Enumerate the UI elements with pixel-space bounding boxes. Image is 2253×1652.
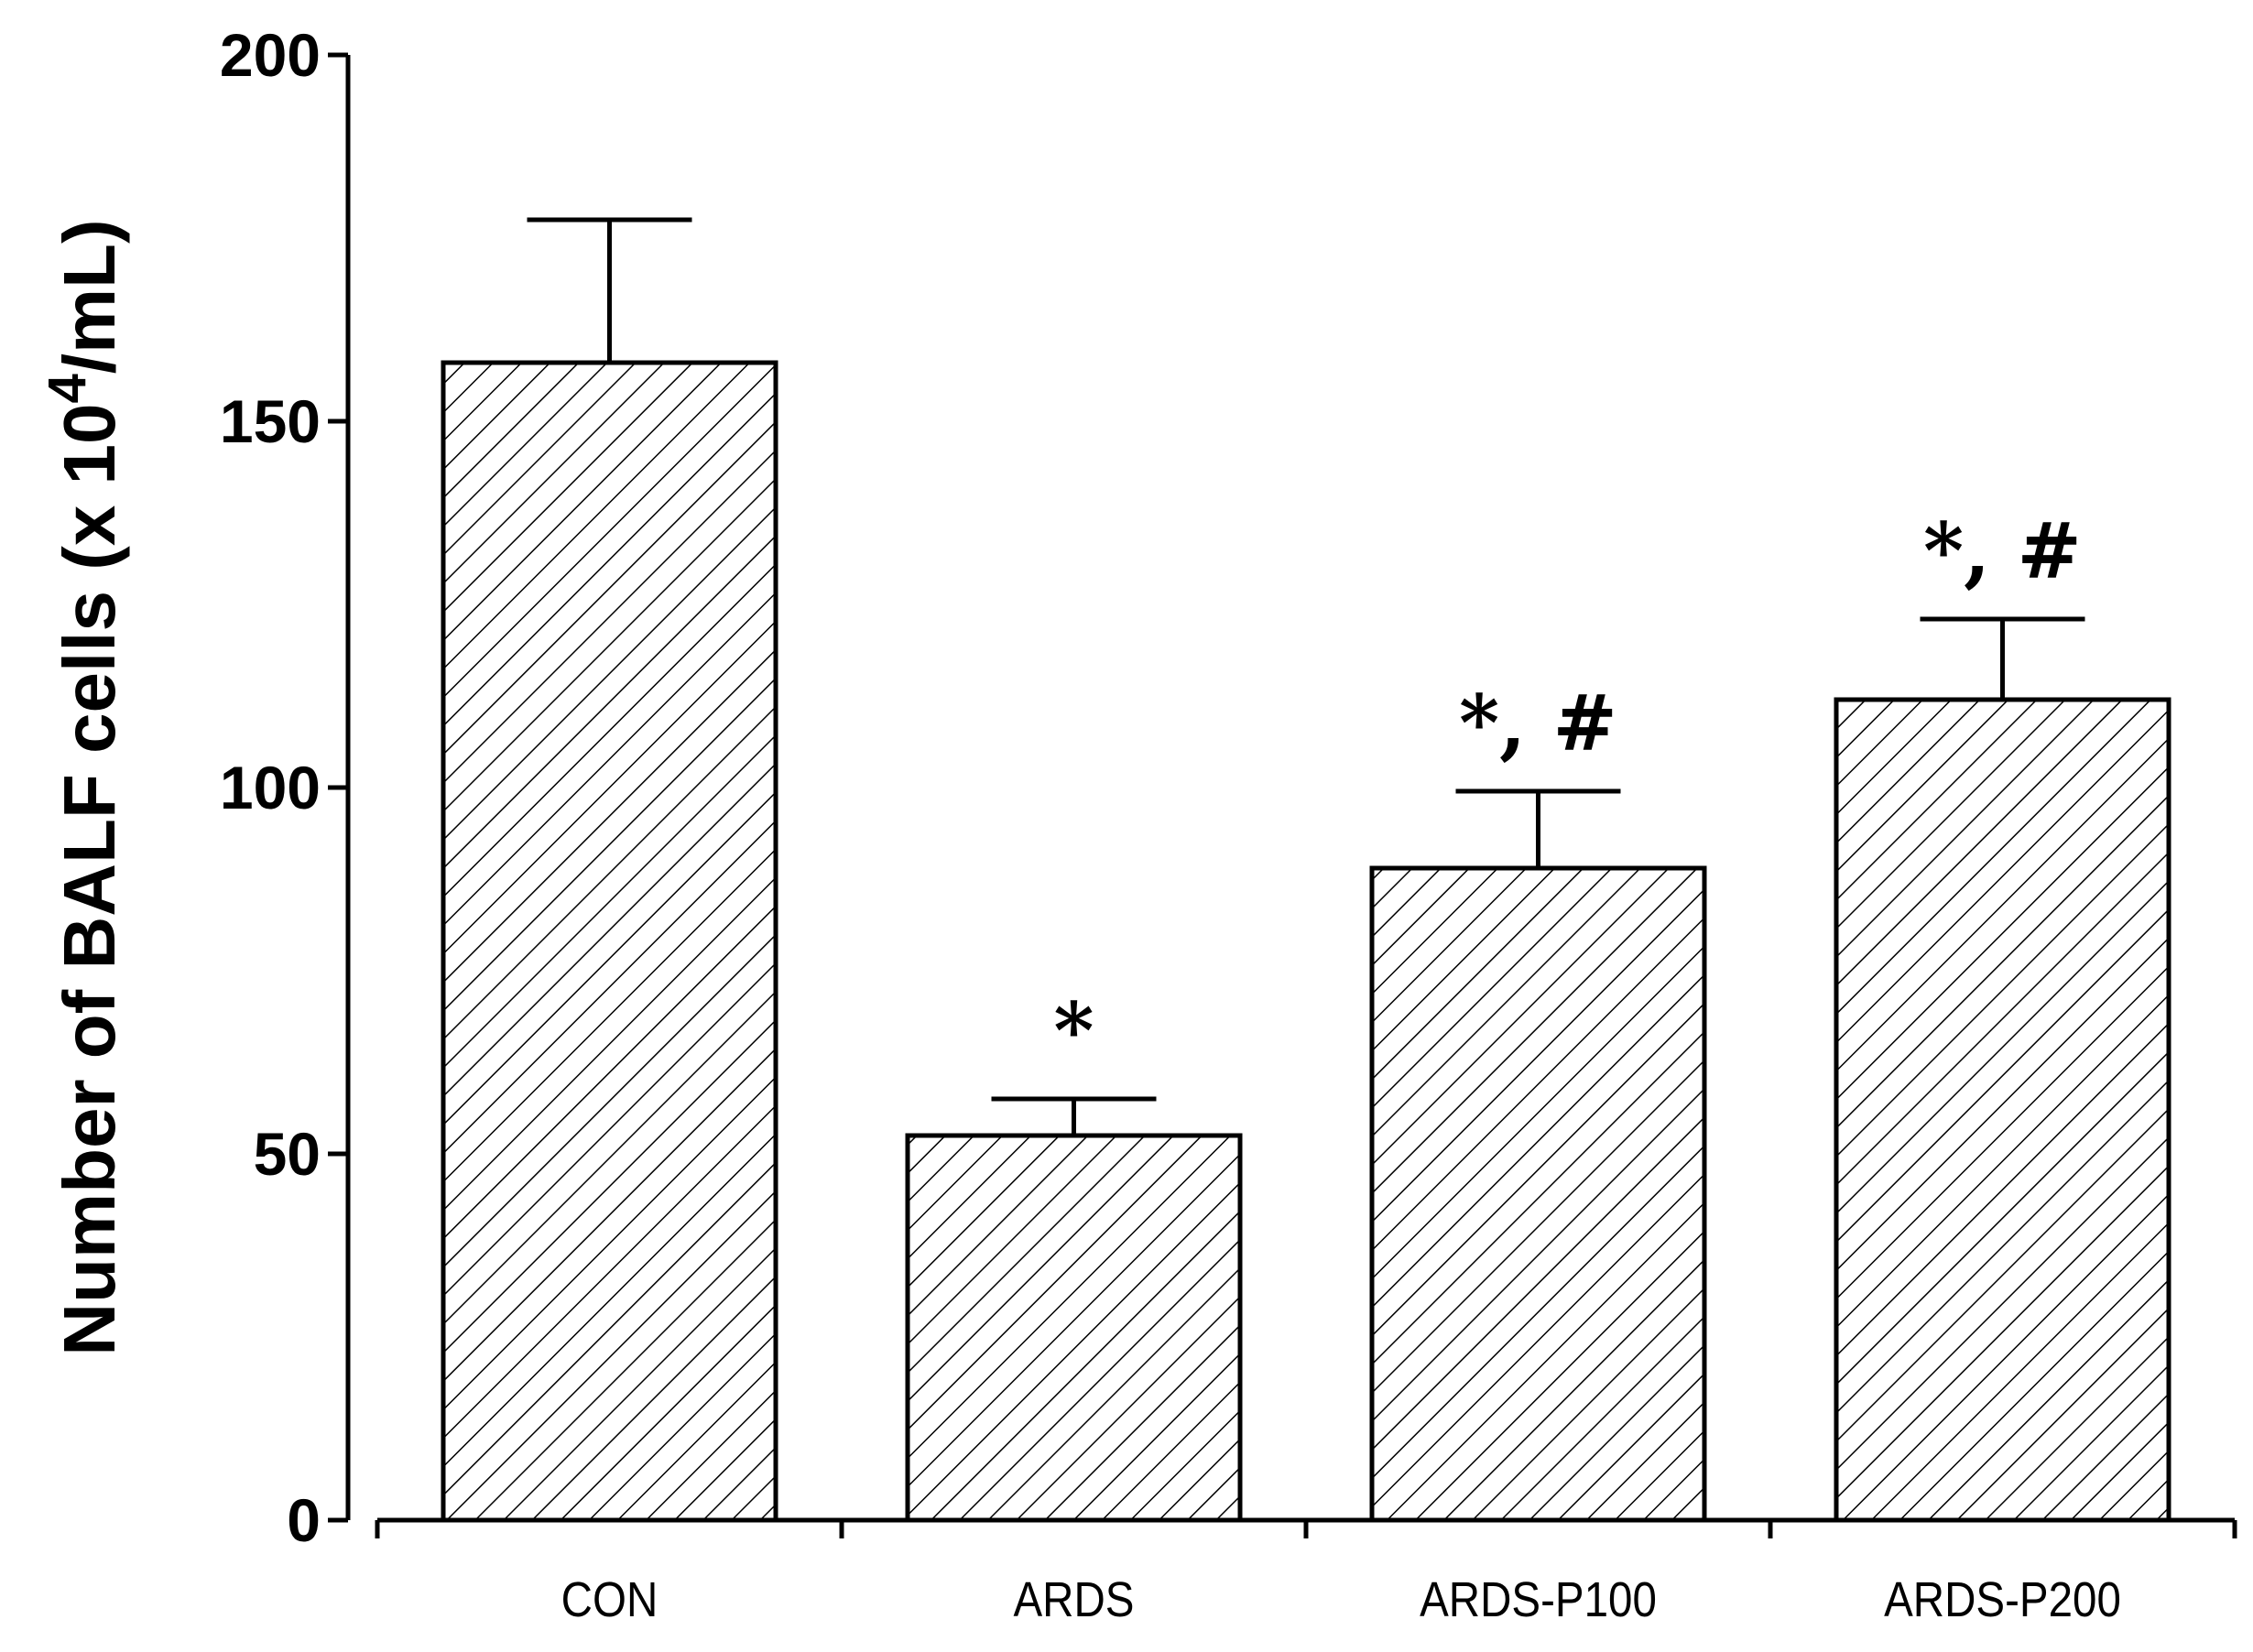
significance-marker: *, # — [1459, 678, 1617, 768]
y-tick-label: 0 — [287, 1486, 321, 1554]
bar-ards-p100 — [1369, 865, 1707, 1523]
bars — [441, 360, 2171, 1523]
error-bars — [527, 217, 2085, 1136]
y-tick-label: 150 — [220, 387, 321, 455]
bar-ards — [905, 1133, 1243, 1523]
significance-annotations: * *, # *, # — [1054, 505, 2082, 1076]
bar-ards-p200 — [1834, 697, 2171, 1523]
significance-marker: * — [1054, 985, 1094, 1076]
y-axis-ticks: 0 50 100 150 200 — [220, 21, 348, 1554]
significance-marker: *, # — [1923, 505, 2082, 596]
x-tick-label: ARDS-P200 — [1884, 1571, 2121, 1627]
x-tick-label: CON — [561, 1571, 658, 1627]
y-tick-label: 200 — [220, 21, 321, 89]
x-axis-ticks: CON ARDS ARDS-P100 ARDS-P200 — [375, 1520, 2237, 1627]
bar-con — [441, 360, 778, 1523]
x-tick-label: ARDS-P100 — [1420, 1571, 1657, 1627]
x-tick-label: ARDS — [1013, 1571, 1134, 1627]
y-axis-label: Number of BALF cells (x 104/mL) — [38, 219, 130, 1355]
y-tick-label: 50 — [254, 1120, 321, 1188]
y-tick-label: 100 — [220, 754, 321, 821]
